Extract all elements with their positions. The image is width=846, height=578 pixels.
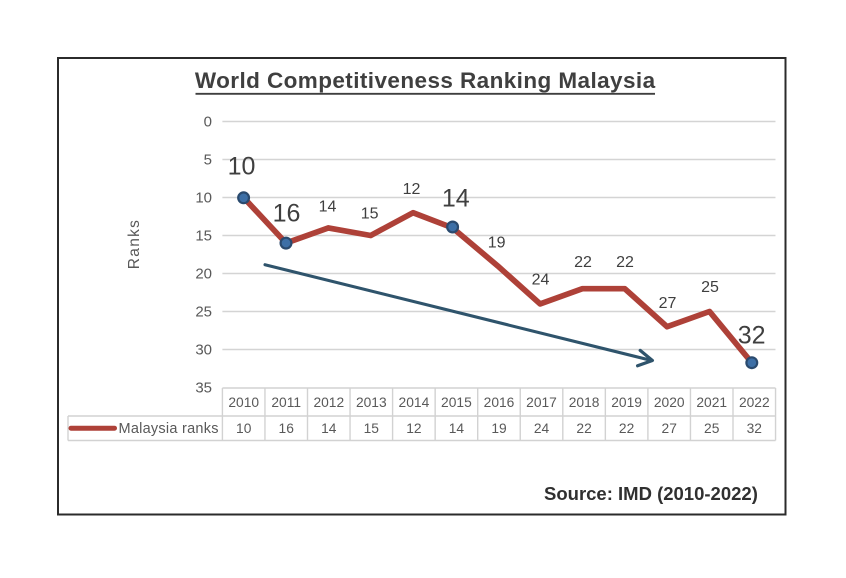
svg-text:10: 10 (195, 189, 212, 206)
svg-text:14: 14 (442, 185, 470, 213)
svg-text:15: 15 (195, 227, 212, 244)
svg-text:32: 32 (747, 421, 762, 436)
svg-text:22: 22 (574, 254, 592, 271)
svg-text:25: 25 (704, 421, 720, 436)
svg-text:16: 16 (273, 200, 301, 228)
svg-text:14: 14 (321, 421, 337, 436)
svg-text:30: 30 (195, 341, 212, 358)
svg-text:Malaysia ranks: Malaysia ranks (119, 421, 219, 437)
svg-text:2015: 2015 (441, 395, 472, 410)
svg-text:22: 22 (619, 421, 634, 436)
svg-text:2011: 2011 (271, 395, 301, 410)
svg-text:12: 12 (406, 421, 421, 436)
svg-text:2013: 2013 (356, 395, 387, 410)
svg-text:10: 10 (236, 421, 252, 436)
svg-text:0: 0 (204, 113, 212, 130)
svg-text:2012: 2012 (313, 395, 344, 410)
svg-text:25: 25 (195, 303, 212, 320)
svg-text:27: 27 (662, 421, 677, 436)
svg-text:2020: 2020 (654, 395, 685, 410)
svg-text:22: 22 (616, 254, 634, 271)
svg-text:15: 15 (364, 421, 380, 436)
svg-text:2022: 2022 (739, 395, 770, 410)
svg-text:2021: 2021 (696, 395, 727, 410)
svg-text:25: 25 (701, 279, 719, 296)
svg-text:14: 14 (449, 421, 465, 436)
svg-text:2019: 2019 (611, 395, 642, 410)
svg-text:20: 20 (195, 265, 212, 282)
svg-text:19: 19 (488, 235, 506, 252)
svg-text:2016: 2016 (484, 395, 515, 410)
svg-text:Ranks: Ranks (126, 219, 143, 269)
svg-text:2017: 2017 (526, 395, 557, 410)
svg-text:24: 24 (534, 421, 550, 436)
svg-text:Source: IMD (2010-2022): Source: IMD (2010-2022) (544, 483, 758, 504)
svg-text:2014: 2014 (399, 395, 430, 410)
svg-text:2010: 2010 (228, 395, 259, 410)
svg-text:16: 16 (279, 421, 295, 436)
svg-text:2018: 2018 (569, 395, 600, 410)
svg-text:14: 14 (319, 198, 337, 215)
svg-text:19: 19 (491, 421, 507, 436)
svg-text:12: 12 (403, 181, 421, 198)
svg-text:35: 35 (195, 379, 212, 396)
svg-text:22: 22 (576, 421, 591, 436)
svg-text:15: 15 (361, 206, 379, 223)
svg-text:32: 32 (738, 322, 766, 350)
svg-text:5: 5 (204, 151, 212, 168)
svg-text:24: 24 (532, 272, 550, 289)
svg-text:World Competitiveness Ranking: World Competitiveness Ranking Malaysia (195, 68, 656, 93)
svg-text:27: 27 (659, 295, 677, 312)
svg-text:10: 10 (228, 153, 256, 181)
